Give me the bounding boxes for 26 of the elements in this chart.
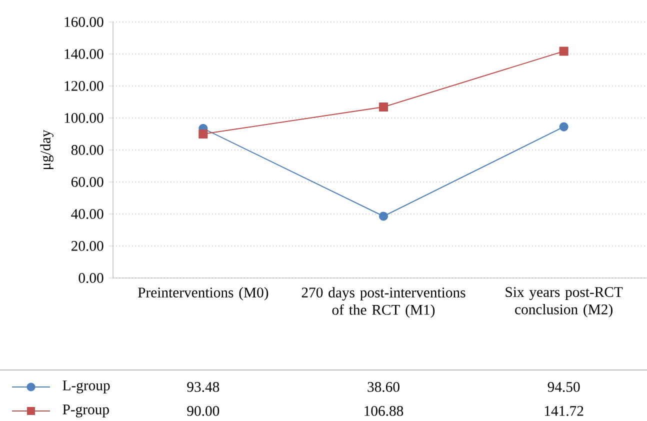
legend-label: L-group [62, 380, 110, 394]
data-label: 94.50 [548, 382, 580, 392]
data-label: 141.72 [544, 406, 584, 416]
y-tick-label: 80.00 [71, 145, 104, 155]
point [559, 122, 568, 132]
y-tick-label: 100.00 [64, 113, 104, 123]
data-label: 38.60 [368, 382, 400, 392]
data-label: 90.00 [187, 406, 220, 416]
point [378, 102, 388, 112]
y-tick-label: 0.00 [78, 273, 104, 283]
y-axis-title: μg/day [40, 130, 54, 170]
y-tick-label: 160.00 [64, 17, 104, 27]
point [198, 129, 208, 139]
x-tick-label: Preinterventions (M0) [138, 287, 268, 300]
data-label: 93.48 [187, 382, 220, 392]
y-tick-label: 120.00 [64, 81, 104, 91]
point [559, 46, 568, 56]
x-tick-label: 270 days post-interventions of the RCT (M1) [302, 287, 466, 318]
data-label: 106.88 [364, 406, 404, 416]
point [378, 212, 388, 221]
y-tick-label: 140.00 [64, 49, 104, 59]
y-tick-label: 20.00 [72, 241, 104, 251]
legend-label: P-group [62, 404, 109, 418]
y-tick-label: 40.00 [71, 209, 104, 219]
x-tick-label: Six years post-RCT conclusion (M2) [506, 287, 623, 318]
y-tick-label: 60.00 [71, 177, 104, 187]
